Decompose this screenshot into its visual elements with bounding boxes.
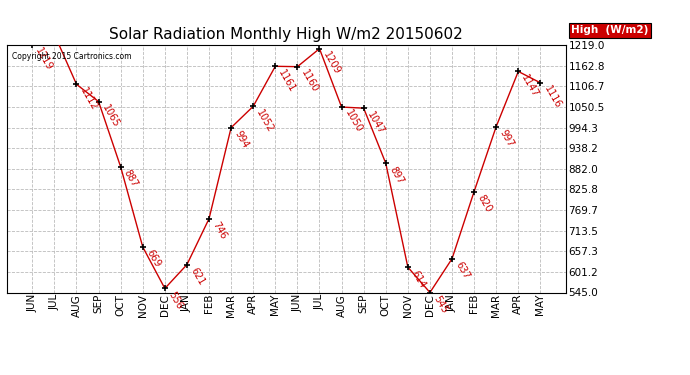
Text: 820: 820 [475,193,493,214]
Text: 746: 746 [210,220,228,241]
Text: 994: 994 [233,129,250,150]
Text: 1050: 1050 [343,108,364,135]
Text: 669: 669 [144,248,162,269]
Text: 1219: 1219 [34,46,55,73]
Text: 621: 621 [188,266,206,287]
Text: 556: 556 [166,290,184,311]
Text: 1112: 1112 [78,86,99,112]
Text: 1248: 1248 [0,374,1,375]
Text: 1065: 1065 [100,103,121,129]
Text: 997: 997 [497,128,515,149]
Text: 1052: 1052 [255,108,275,134]
Text: 545: 545 [431,294,449,315]
Text: 1147: 1147 [520,73,541,99]
Text: 887: 887 [122,168,140,189]
Text: Copyright 2015 Cartronics.com: Copyright 2015 Cartronics.com [12,53,132,62]
Text: 1209: 1209 [321,50,342,76]
Title: Solar Radiation Monthly High W/m2 20150602: Solar Radiation Monthly High W/m2 201506… [110,27,463,42]
Text: 1161: 1161 [277,68,297,94]
Text: High  (W/m2): High (W/m2) [571,25,649,35]
Text: 1116: 1116 [542,84,562,110]
Text: 897: 897 [387,165,405,186]
Text: 637: 637 [453,260,471,281]
Text: 614: 614 [409,268,427,290]
Text: 1047: 1047 [365,110,386,136]
Text: 1160: 1160 [299,68,319,94]
